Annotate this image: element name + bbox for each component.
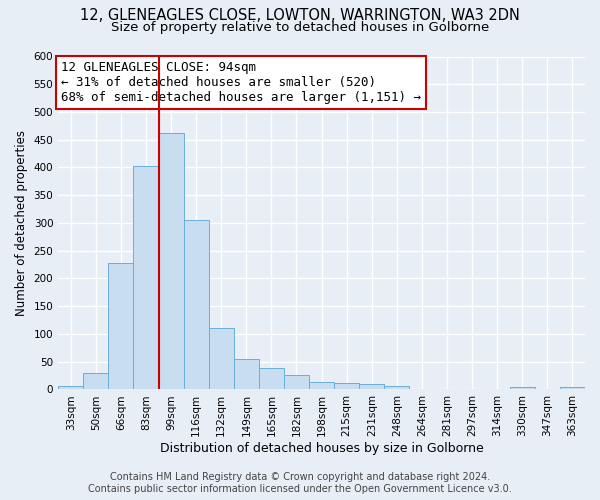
Bar [158,132,184,390]
Bar [259,368,284,390]
X-axis label: Distribution of detached houses by size in Golborne: Distribution of detached houses by size … [160,442,484,455]
Text: Contains HM Land Registry data © Crown copyright and database right 2024.
Contai: Contains HM Land Registry data © Crown c… [88,472,512,494]
Bar [83,373,109,390]
Bar [309,382,334,390]
Y-axis label: Number of detached properties: Number of detached properties [15,130,28,316]
Bar [560,386,585,390]
Bar [133,166,158,390]
Bar [234,360,259,390]
Text: 12 GLENEAGLES CLOSE: 94sqm
← 31% of detached houses are smaller (520)
68% of sem: 12 GLENEAGLES CLOSE: 94sqm ← 31% of deta… [61,62,421,104]
Bar [510,386,535,390]
Bar [385,386,409,390]
Bar [359,384,385,390]
Text: Size of property relative to detached houses in Golborne: Size of property relative to detached ho… [111,21,489,34]
Text: 12, GLENEAGLES CLOSE, LOWTON, WARRINGTON, WA3 2DN: 12, GLENEAGLES CLOSE, LOWTON, WARRINGTON… [80,8,520,22]
Bar [284,375,309,390]
Bar [334,383,359,390]
Bar [184,220,209,390]
Bar [58,386,83,390]
Bar [209,328,234,390]
Bar [109,263,133,390]
